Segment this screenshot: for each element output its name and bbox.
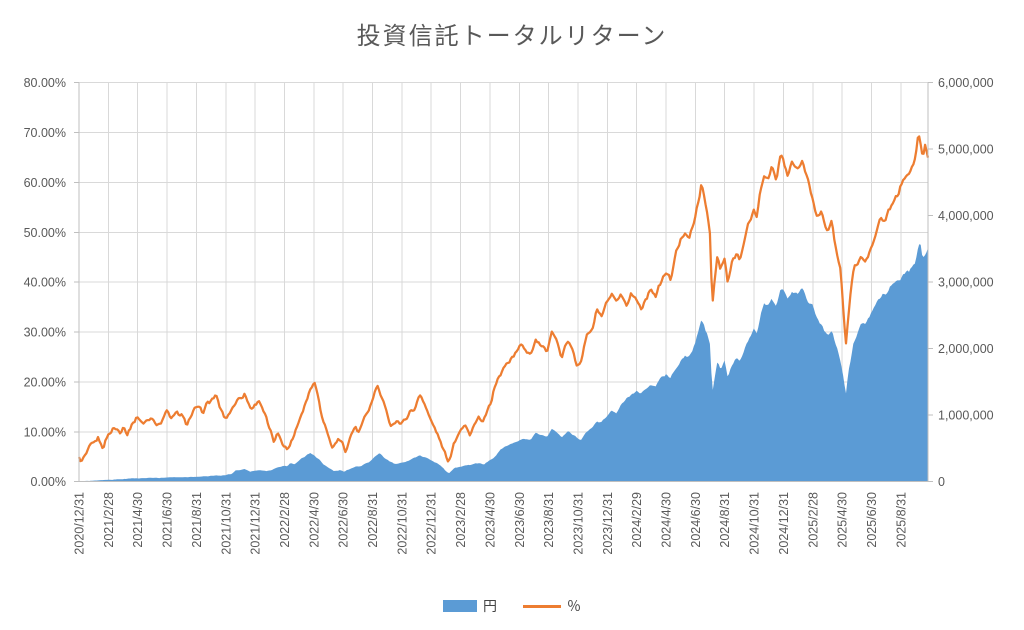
y-axis-left-tick: 40.00% [24, 276, 66, 290]
x-axis-tick: 2021/8/31 [190, 492, 204, 548]
x-axis-tick: 2021/12/31 [249, 492, 263, 555]
x-axis-tick: 2021/6/30 [161, 492, 175, 548]
legend-label-pct: ％ [567, 598, 581, 614]
x-axis-tick: 2023/6/30 [513, 492, 527, 548]
y-axis-right-tick: 3,000,000 [938, 276, 994, 290]
x-axis-tick: 2024/12/31 [777, 492, 791, 555]
y-axis-left-tick-labels: 0.00% 10.00% 20.00% 30.00% 40.00% 50.00% 60.00… [24, 76, 66, 489]
legend-item-pct: ％ [523, 596, 581, 616]
x-axis-tick: 2025/8/31 [894, 492, 908, 548]
x-axis-tick: 2024/2/29 [630, 492, 644, 548]
y-axis-right-tick: 1,000,000 [938, 409, 994, 423]
yen-series-swatch [443, 600, 477, 612]
x-axis-tick: 2025/2/28 [806, 492, 820, 548]
x-axis-tick: 2024/6/30 [689, 492, 703, 548]
y-axis-left-tick: 50.00% [24, 226, 66, 240]
legend-label-yen: 円 [483, 598, 497, 614]
axis-lines [74, 82, 933, 483]
y-axis-right-tick-labels: 0 1,000,000 2,000,000 3,000,000 4,000,000 5,0… [938, 76, 994, 489]
pct-series-swatch [523, 604, 561, 608]
y-axis-left-tick: 30.00% [24, 326, 66, 340]
y-axis-left-tick: 60.00% [24, 176, 66, 190]
y-axis-left-tick: 10.00% [24, 425, 66, 439]
x-axis-tick: 2020/12/31 [73, 492, 87, 555]
x-axis-tick: 2023/2/28 [454, 492, 468, 548]
legend-item-yen: 円 [443, 596, 497, 616]
y-axis-right-tick: 0 [938, 475, 945, 489]
pct-line-series [77, 135, 930, 463]
y-axis-right-tick: 6,000,000 [938, 76, 994, 90]
x-axis-tick: 2022/6/30 [337, 492, 351, 548]
y-axis-left-tick: 80.00% [24, 76, 66, 90]
x-axis-tick: 2023/8/31 [542, 492, 556, 548]
y-axis-left-tick: 70.00% [24, 126, 66, 140]
x-axis-tick: 2021/10/31 [219, 492, 233, 555]
x-axis-tick: 2023/12/31 [601, 492, 615, 555]
x-axis-tick: 2024/4/30 [660, 492, 674, 548]
x-axis-tick: 2022/2/28 [278, 492, 292, 548]
chart-title: 投資信託トータルリターン [356, 23, 668, 50]
x-axis-tick: 2023/10/31 [571, 492, 585, 555]
x-axis-tick: 2024/8/31 [718, 492, 732, 548]
x-axis-tick: 2022/8/31 [366, 492, 380, 548]
x-axis-tick: 2021/4/30 [131, 492, 145, 548]
x-axis-tick: 2025/4/30 [836, 492, 850, 548]
x-axis-tick: 2022/12/31 [425, 492, 439, 555]
y-axis-right-tick: 4,000,000 [938, 209, 994, 223]
x-axis-tick: 2023/4/30 [483, 492, 497, 548]
y-axis-left-tick: 20.00% [24, 375, 66, 389]
y-axis-right-tick: 5,000,000 [938, 143, 994, 157]
y-axis-right-tick: 2,000,000 [938, 342, 994, 356]
x-axis-tick: 2022/4/30 [307, 492, 321, 548]
x-axis-tick: 2021/2/28 [102, 492, 116, 548]
x-axis-tick: 2024/10/31 [748, 492, 762, 555]
yen-area-series [79, 244, 928, 482]
x-axis-tick: 2022/10/31 [395, 492, 409, 555]
x-axis-tick-labels: 2020/12/31 2021/2/28 2021/4/30 2021/6/30 202… [73, 492, 909, 555]
y-axis-left-tick: 0.00% [31, 475, 66, 489]
legend: 円 ％ [0, 596, 1024, 616]
x-axis-tick: 2025/6/30 [865, 492, 879, 548]
